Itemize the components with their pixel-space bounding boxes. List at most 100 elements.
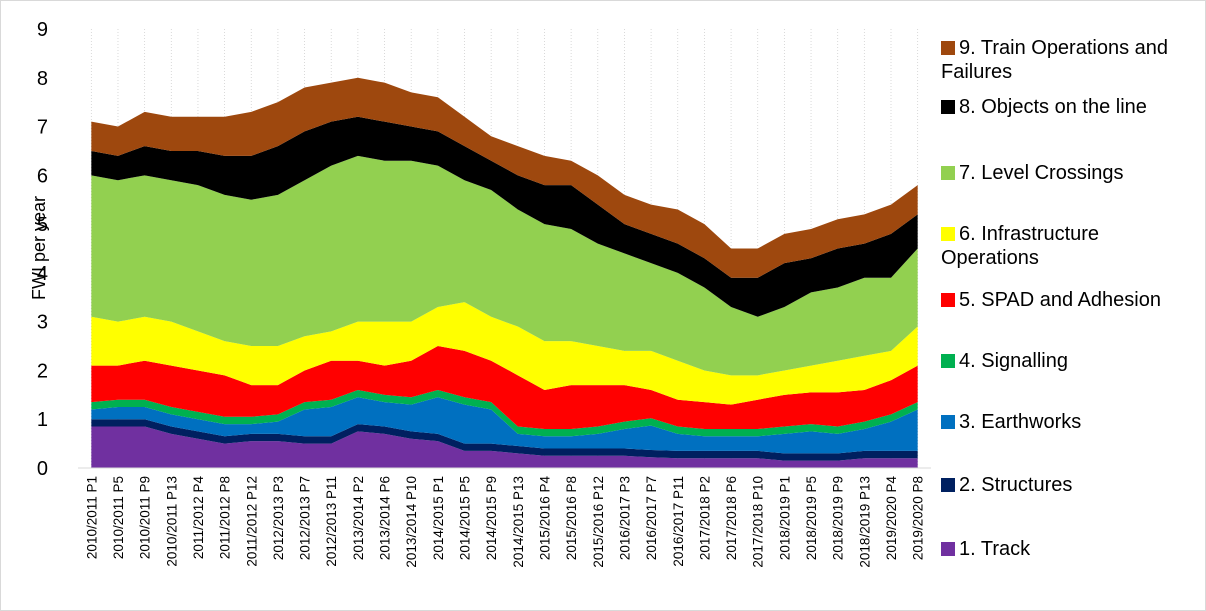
legend-label: 7. Level Crossings bbox=[959, 162, 1124, 184]
x-tick-label: 2015/2016 P8 bbox=[564, 476, 579, 560]
x-tick-label: 2012/2013 P7 bbox=[298, 476, 313, 560]
legend-swatch bbox=[941, 478, 955, 492]
x-tick-label: 2018/2019 P9 bbox=[831, 476, 846, 560]
x-tick-group: 2015/2016 P8 bbox=[564, 476, 579, 560]
y-axis-label: FWI per year bbox=[29, 196, 49, 300]
legend-entry: 6. Infrastructure Operations bbox=[941, 222, 1201, 270]
y-tick-label: 9 bbox=[37, 19, 48, 41]
x-tick-label: 2010/2011 P1 bbox=[84, 476, 99, 559]
x-tick-group: 2012/2013 P7 bbox=[298, 476, 313, 560]
x-tick-label: 2015/2016 P4 bbox=[537, 476, 552, 561]
x-tick-label: 2014/2015 P5 bbox=[458, 476, 473, 560]
legend-entry: 9. Train Operations and Failures bbox=[941, 36, 1201, 84]
y-tick-label: 5 bbox=[37, 214, 48, 236]
legend-swatch bbox=[941, 166, 955, 180]
area bbox=[91, 77, 918, 278]
legend-entry: 4. Signalling bbox=[941, 349, 1201, 373]
x-tick-label: 2013/2014 P10 bbox=[404, 476, 419, 568]
x-tick-label: 2014/2015 P13 bbox=[511, 476, 526, 568]
area bbox=[91, 389, 918, 437]
legend-label: 4. Signalling bbox=[959, 350, 1068, 372]
x-tick-group: 2016/2017 P7 bbox=[644, 476, 659, 560]
area bbox=[91, 116, 918, 317]
x-tick-group: 2012/2013 P3 bbox=[271, 476, 286, 560]
x-tick-group: 2017/2018 P2 bbox=[697, 476, 712, 560]
legend-entry: 5. SPAD and Adhesion bbox=[941, 288, 1201, 312]
legend-label: 1. Track bbox=[959, 538, 1031, 560]
area bbox=[91, 426, 918, 468]
x-tick-label: 2010/2011 P13 bbox=[164, 476, 179, 567]
x-tick-label: 2017/2018 P6 bbox=[724, 476, 739, 560]
x-tick-group: 2010/2011 P1 bbox=[84, 476, 99, 559]
x-tick-group: 2013/2014 P10 bbox=[404, 476, 419, 568]
legend-entry: 2. Structures bbox=[941, 473, 1201, 497]
x-tick-group: 2010/2011 P9 bbox=[138, 476, 153, 559]
x-tick-group: 2017/2018 P6 bbox=[724, 476, 739, 560]
y-tick-label: 3 bbox=[37, 312, 48, 334]
x-tick-group: 2018/2019 P1 bbox=[777, 476, 792, 560]
x-tick-group: 2019/2020 P8 bbox=[911, 476, 926, 560]
x-tick-label: 2017/2018 P10 bbox=[751, 476, 766, 568]
area bbox=[91, 346, 918, 429]
x-tick-group: 2011/2012 P12 bbox=[244, 476, 259, 567]
legend-label: 6. Infrastructure Operations bbox=[941, 223, 1100, 269]
x-tick-label: 2019/2020 P4 bbox=[884, 476, 899, 561]
legend-entry: 8. Objects on the line bbox=[941, 95, 1201, 119]
x-tick-label: 2012/2013 P11 bbox=[324, 476, 339, 567]
legend-swatch bbox=[941, 100, 955, 114]
legend-swatch bbox=[941, 542, 955, 556]
x-tick-group: 2018/2019 P5 bbox=[804, 476, 819, 560]
y-tick-label: 8 bbox=[37, 68, 48, 90]
legend-entry: 1. Track bbox=[941, 537, 1201, 561]
x-tick-group: 2013/2014 P6 bbox=[378, 476, 393, 560]
x-tick-group: 2010/2011 P13 bbox=[164, 476, 179, 567]
x-tick-label: 2010/2011 P5 bbox=[111, 476, 126, 559]
legend-label: 2. Structures bbox=[959, 474, 1073, 496]
y-tick-label: 6 bbox=[37, 165, 48, 187]
x-tick-group: 2015/2016 P12 bbox=[591, 476, 606, 568]
x-tick-label: 2010/2011 P9 bbox=[138, 476, 153, 559]
x-tick-group: 2014/2015 P13 bbox=[511, 476, 526, 568]
x-tick-label: 2017/2018 P2 bbox=[697, 476, 712, 560]
x-tick-label: 2012/2013 P3 bbox=[271, 476, 286, 560]
x-tick-label: 2011/2012 P8 bbox=[218, 476, 233, 559]
x-tick-group: 2010/2011 P5 bbox=[111, 476, 126, 559]
x-tick-label: 2018/2019 P5 bbox=[804, 476, 819, 560]
legend-label: 9. Train Operations and Failures bbox=[941, 37, 1169, 83]
y-tick-label: 0 bbox=[37, 458, 48, 480]
legend-swatch bbox=[941, 354, 955, 368]
y-tick-label: 1 bbox=[37, 409, 48, 431]
x-tick-label: 2018/2019 P1 bbox=[777, 476, 792, 560]
x-tick-group: 2016/2017 P11 bbox=[671, 476, 686, 567]
x-tick-group: 2014/2015 P9 bbox=[484, 476, 499, 560]
x-tick-group: 2014/2015 P1 bbox=[431, 476, 446, 560]
x-tick-label: 2011/2012 P4 bbox=[191, 476, 206, 560]
x-tick-group: 2018/2019 P13 bbox=[857, 476, 872, 568]
x-tick-label: 2011/2012 P12 bbox=[244, 476, 259, 567]
x-tick-label: 2016/2017 P7 bbox=[644, 476, 659, 560]
legend-swatch bbox=[941, 415, 955, 429]
legend-swatch bbox=[941, 41, 955, 55]
x-tick-group: 2013/2014 P2 bbox=[351, 476, 366, 560]
x-tick-group: 2015/2016 P4 bbox=[537, 476, 552, 561]
x-tick-group: 2011/2012 P4 bbox=[191, 476, 206, 560]
x-tick-label: 2014/2015 P1 bbox=[431, 476, 446, 560]
x-tick-label: 2013/2014 P2 bbox=[351, 476, 366, 560]
x-tick-label: 2018/2019 P13 bbox=[857, 476, 872, 568]
x-tick-group: 2018/2019 P9 bbox=[831, 476, 846, 560]
legend-swatch bbox=[941, 293, 955, 307]
area bbox=[91, 419, 918, 461]
x-tick-group: 2014/2015 P5 bbox=[458, 476, 473, 560]
x-tick-label: 2013/2014 P6 bbox=[378, 476, 393, 560]
x-tick-label: 2015/2016 P12 bbox=[591, 476, 606, 568]
legend-swatch bbox=[941, 227, 955, 241]
x-tick-group: 2011/2012 P8 bbox=[218, 476, 233, 559]
x-tick-group: 2019/2020 P4 bbox=[884, 476, 899, 561]
y-tick-label: 4 bbox=[37, 263, 48, 285]
y-tick-label: 2 bbox=[37, 360, 48, 382]
x-tick-group: 2016/2017 P3 bbox=[617, 476, 632, 560]
area bbox=[91, 155, 918, 376]
area bbox=[91, 302, 918, 405]
